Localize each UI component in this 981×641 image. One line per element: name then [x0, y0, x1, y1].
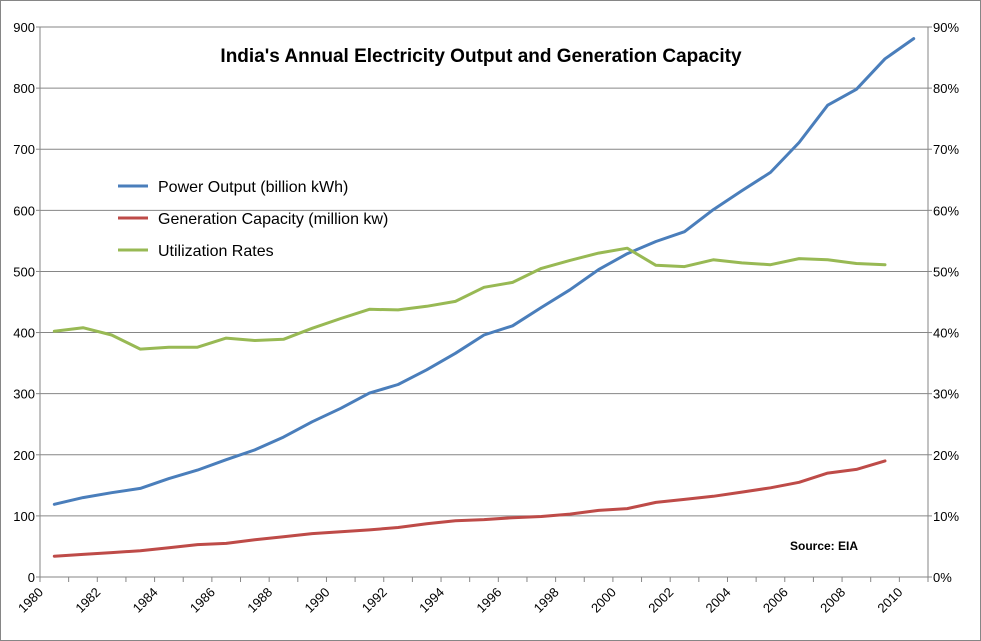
- y-left-tick-label: 900: [13, 20, 35, 35]
- y-right-tick-label: 30%: [933, 387, 959, 402]
- chart-title: India's Annual Electricity Output and Ge…: [220, 46, 742, 67]
- y-right-tick-label: 40%: [933, 326, 959, 341]
- legend: Power Output (billion kWh) Generation Cap…: [118, 179, 388, 260]
- source-note: Source: EIA: [790, 539, 858, 553]
- y-left-tick-label: 800: [13, 81, 35, 96]
- y-right-tick-label: 90%: [933, 20, 959, 35]
- legend-label: Generation Capacity (million kw): [158, 211, 388, 228]
- y-left-tick-label: 400: [13, 326, 35, 341]
- axes: [36, 26, 932, 582]
- legend-label: Power Output (billion kWh): [158, 179, 348, 196]
- y-right-tick-label: 70%: [933, 142, 959, 157]
- gridlines: [40, 26, 928, 517]
- y-right-tick-label: 60%: [933, 203, 959, 218]
- series-line-1: [52, 37, 916, 506]
- y-left-tick-label: 300: [13, 387, 35, 402]
- series-line-2: [52, 459, 887, 558]
- y-right-tick-label: 20%: [933, 448, 959, 463]
- y-left-tick-label: 600: [13, 203, 35, 218]
- series-line-3: [52, 246, 887, 351]
- legend-label: Utilization Rates: [158, 243, 274, 260]
- y-left-tick-label: 200: [13, 448, 35, 463]
- y-left-tick-label: 500: [13, 264, 35, 279]
- series-group: [52, 37, 916, 558]
- y-right-tick-label: 0%: [933, 570, 952, 585]
- y-left-tick-label: 0: [28, 570, 35, 585]
- y-right-tick-label: 10%: [933, 509, 959, 524]
- y-right-tick-label: 50%: [933, 264, 959, 279]
- y-right-tick-label: 80%: [933, 81, 959, 96]
- y-left-tick-label: 700: [13, 142, 35, 157]
- y-left-tick-label: 100: [13, 509, 35, 524]
